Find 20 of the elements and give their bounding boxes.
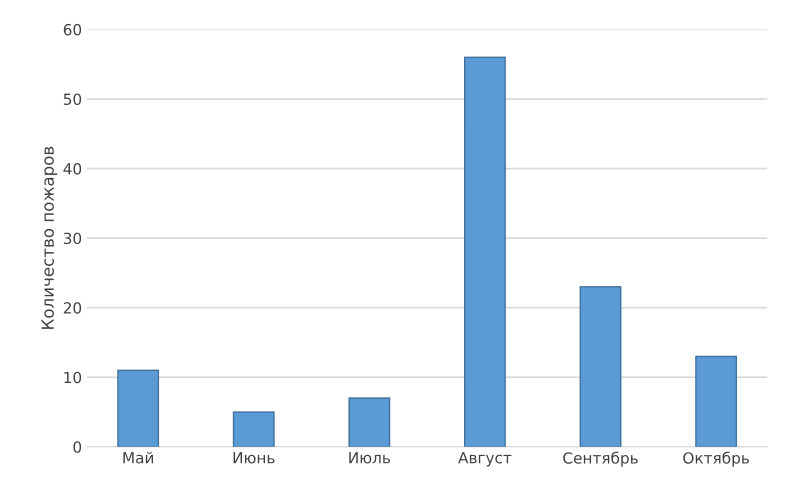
bar <box>580 286 622 447</box>
y-tick-label: 50 <box>64 93 82 106</box>
bar <box>232 411 275 447</box>
y-axis-title: Количество пожаров <box>42 146 58 329</box>
y-tick-label: 0 <box>73 441 82 453</box>
bar <box>117 370 160 447</box>
y-tick-label: 40 <box>63 163 82 175</box>
y-tick-label: 20 <box>64 302 82 314</box>
y-tick-label: 60 <box>64 24 82 36</box>
y-tick-label: 10 <box>64 372 82 384</box>
x-tick-label: Сентябрь <box>563 452 638 467</box>
x-tick-label: Май <box>123 452 154 464</box>
x-tick-label: Октябрь <box>683 452 749 467</box>
bar <box>348 397 390 447</box>
x-tick-label: Июнь <box>234 452 274 464</box>
bar <box>464 56 506 447</box>
x-tick-label: Июль <box>349 452 390 464</box>
y-tick-label: 30 <box>64 232 82 244</box>
x-tick-label: Август <box>458 452 512 466</box>
bar <box>695 356 738 447</box>
